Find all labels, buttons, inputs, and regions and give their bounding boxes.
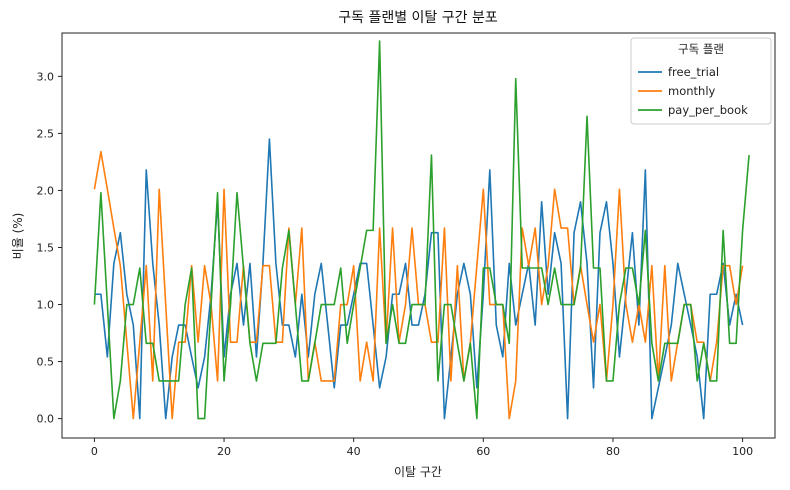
y-tick-label: 0.0 xyxy=(37,413,55,426)
y-tick-label: 3.0 xyxy=(37,70,55,83)
x-tick-label: 80 xyxy=(606,445,620,458)
legend-box xyxy=(630,37,772,125)
y-tick-label: 0.5 xyxy=(37,356,55,369)
x-axis-ticks: 0 20 40 60 80 100 xyxy=(91,438,753,458)
y-tick-label: 2.5 xyxy=(37,127,55,140)
y-tick-label: 2.0 xyxy=(37,184,55,197)
x-tick-label: 20 xyxy=(217,445,231,458)
legend-title: 구독 플랜 xyxy=(678,42,724,56)
legend-label-monthly: monthly xyxy=(668,84,716,98)
series-line-free-trial xyxy=(94,138,744,420)
legend-label-pay-per-book: pay_per_book xyxy=(668,103,748,117)
series-line-pay-per-book xyxy=(93,40,750,420)
legend-label-free-trial: free_trial xyxy=(668,65,719,79)
chart-title: 구독 플랜별 이탈 구간 분포 xyxy=(338,10,498,26)
y-axis-title: 비율 (%) xyxy=(11,213,25,260)
x-tick-label: 100 xyxy=(732,445,753,458)
plot-lines xyxy=(93,40,750,420)
x-axis-title: 이탈 구간 xyxy=(394,465,442,479)
y-tick-label: 1.5 xyxy=(37,241,55,254)
x-tick-label: 40 xyxy=(347,445,361,458)
y-tick-label: 1.0 xyxy=(37,299,55,312)
x-tick-label: 60 xyxy=(476,445,490,458)
y-axis-ticks: 0.0 0.5 1.0 1.5 2.0 2.5 3.0 xyxy=(37,70,62,426)
x-tick-label: 0 xyxy=(91,445,98,458)
plot-frame xyxy=(61,32,776,439)
